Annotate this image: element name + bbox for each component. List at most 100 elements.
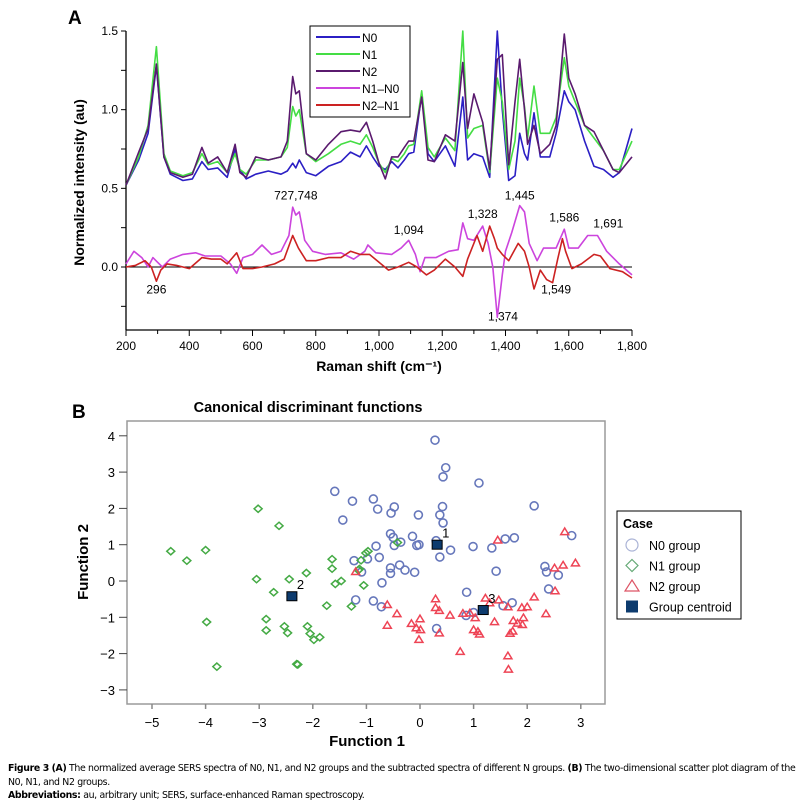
- peak-annotation: 1,549: [541, 283, 571, 297]
- peak-annotation: 296: [146, 283, 166, 297]
- centroid-label: 1: [442, 526, 449, 541]
- data-point: [500, 534, 511, 544]
- data-point: [391, 608, 403, 618]
- x-tick-label: 200: [116, 339, 136, 353]
- data-point: [273, 521, 285, 531]
- peak-annotation: 727,748: [274, 188, 318, 202]
- data-point: [330, 579, 341, 589]
- data-point: [504, 628, 516, 637]
- y-tick-label: 4: [108, 429, 115, 444]
- data-point: [512, 618, 523, 627]
- y-tick-label: 1.5: [101, 24, 118, 38]
- data-point: [435, 510, 445, 520]
- data-point: [492, 534, 504, 544]
- data-point: [445, 545, 456, 555]
- x-axis-title: Function 1: [329, 733, 405, 750]
- data-point: [261, 614, 272, 624]
- x-tick-label: −5: [145, 715, 160, 730]
- data-point: [516, 602, 528, 612]
- x-tick-label: −1: [359, 715, 374, 730]
- data-point: [347, 496, 358, 506]
- caption-figure-label: Figure 3: [8, 763, 49, 774]
- data-point: [566, 530, 577, 541]
- centroid-label: 3: [488, 591, 495, 606]
- centroid-label: 2: [297, 577, 304, 592]
- data-point: [336, 576, 347, 586]
- x-tick-label: 600: [242, 339, 262, 353]
- panel-b-letter: B: [72, 402, 86, 423]
- panel-a-letter: A: [68, 8, 82, 29]
- data-point: [410, 622, 422, 632]
- caption-a-text: The normalized average SERS spectra of N…: [66, 763, 568, 774]
- data-point: [487, 543, 497, 553]
- legend: Case N0 group N1 group N2 group Group centro…: [616, 510, 742, 620]
- data-point: [413, 634, 425, 644]
- data-point: [414, 539, 424, 550]
- legend-label: Group centroid: [649, 601, 732, 615]
- data-point: [518, 612, 529, 622]
- data-point: [415, 624, 426, 634]
- x-tick-label: −2: [305, 715, 320, 730]
- data-point: [509, 533, 520, 543]
- data-point: [350, 566, 362, 576]
- data-point: [430, 593, 441, 603]
- data-point: [493, 594, 505, 604]
- series-line-n0: [125, 30, 633, 186]
- data-point: [326, 554, 338, 564]
- data-point: [406, 618, 417, 628]
- data-point: [302, 621, 313, 631]
- x-tick-label: 1,400: [490, 339, 520, 353]
- data-point: [304, 629, 316, 639]
- data-point: [541, 567, 552, 577]
- data-point: [368, 494, 379, 504]
- data-point: [354, 564, 365, 574]
- legend-label: N2 group: [649, 580, 700, 594]
- data-point: [454, 646, 466, 656]
- data-point: [372, 504, 383, 514]
- data-point: [181, 556, 192, 566]
- data-point: [374, 552, 385, 563]
- data-point: [321, 601, 332, 611]
- data-point: [314, 632, 325, 642]
- series-line-n2: [125, 33, 633, 186]
- data-point: [507, 615, 519, 625]
- data-point: [438, 518, 448, 528]
- data-point: [502, 650, 514, 660]
- legend-marker-diamond-icon: [625, 558, 639, 573]
- data-point: [430, 602, 441, 612]
- data-point: [329, 486, 340, 497]
- data-point: [557, 559, 569, 569]
- x-tick-label: 800: [306, 339, 326, 353]
- data-point: [200, 545, 211, 555]
- peak-annotation: 1,094: [394, 223, 424, 237]
- discriminant-scatter-chart: Canonical discriminant functions −3 −2 −1 0 1…: [75, 400, 742, 750]
- data-point: [433, 627, 445, 637]
- data-point: [385, 568, 396, 579]
- y-tick-label: 1.0: [101, 103, 118, 117]
- data-point: [346, 601, 357, 612]
- legend-marker-square-icon: [626, 600, 638, 613]
- x-tick-label: 0: [416, 715, 423, 730]
- data-point: [358, 580, 369, 590]
- data-point: [521, 601, 533, 611]
- x-tick-label: −3: [252, 715, 267, 730]
- data-point: [433, 605, 445, 615]
- caption-abbrev-label: Abbreviations:: [8, 790, 81, 801]
- legend-title: Case: [623, 517, 653, 531]
- data-point: [165, 546, 176, 556]
- data-point: [253, 504, 264, 514]
- y-axis-title: Normalized intensity (au): [71, 99, 87, 265]
- data-point: [381, 599, 393, 609]
- legend-label: N1: [362, 48, 378, 62]
- series-n1-group: [165, 504, 403, 672]
- data-point: [484, 597, 496, 607]
- legend-label: N0 group: [649, 539, 700, 553]
- legend-label: N0: [362, 31, 378, 45]
- data-point: [549, 585, 561, 595]
- data-point: [469, 612, 481, 622]
- figure-caption: Figure 3 (A) The normalized average SERS…: [8, 762, 808, 803]
- data-point: [261, 625, 272, 635]
- data-point: [543, 584, 554, 594]
- data-point: [474, 478, 484, 488]
- x-tick-label: −4: [198, 715, 213, 730]
